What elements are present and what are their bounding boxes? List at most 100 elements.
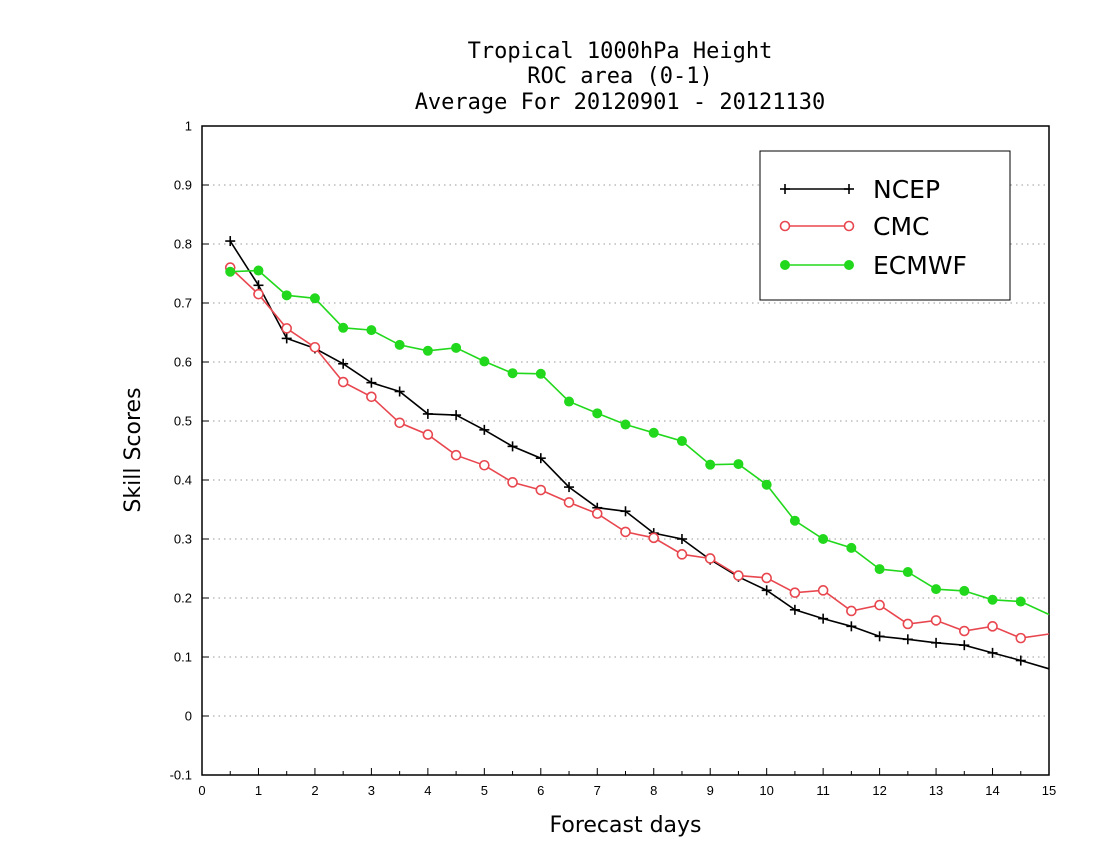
x-tick-label: 6 [537,783,544,798]
series-line-ncep [229,240,1050,670]
data-point-ncep [564,482,575,493]
data-point-cmc [337,376,349,388]
data-point-cmc [1015,632,1027,644]
y-tick-label: 0.6 [174,355,192,370]
x-tick-label: 14 [985,783,999,798]
legend-entry-cmc: CMC [779,212,929,241]
y-tick-label: 0.5 [174,414,192,429]
data-point-cmc [366,391,377,403]
y-tick-label: 0.4 [174,473,192,488]
legend: NCEP CMC ECMWF [759,150,1011,301]
x-tick-label: 8 [650,783,657,798]
data-point-ecmwf [309,293,320,304]
chart-title-line: Tropical 1000hPa Height [468,39,773,64]
y-axis-label: Skill Scores [121,387,146,512]
legend-label: ECMWF [873,251,967,280]
data-point-ecmwf [902,567,913,578]
x-tick-label: 0 [198,783,205,798]
x-tick-label: 12 [872,783,886,798]
data-point-ecmwf [422,345,433,356]
data-point-cmc [309,341,321,353]
data-point-cmc [620,526,631,538]
data-point-ncep [338,358,349,369]
data-point-cmc [733,570,744,581]
x-tick-label: 4 [424,783,431,798]
data-point-ecmwf [931,584,942,595]
data-point-ecmwf [874,564,885,575]
data-point-ncep [281,333,292,344]
data-point-ncep [846,621,857,632]
data-point-cmc [676,549,688,560]
data-point-ncep [902,634,913,645]
data-point-cmc [422,429,434,440]
data-point-ecmwf [761,479,772,490]
data-point-cmc [846,605,857,617]
data-point-ncep [761,585,772,596]
legend-marker [843,220,855,232]
y-tick-label: 0.8 [174,237,192,252]
x-tick-label: 3 [368,783,375,798]
data-point-cmc [394,417,405,429]
legend-entry-ncep: NCEP [780,175,940,204]
y-tick-label: 0.7 [174,296,192,311]
data-point-ecmwf [676,436,687,447]
data-point-ncep [225,236,236,247]
legend-entry-ecmwf: ECMWF [780,251,967,280]
x-tick-label: 13 [929,783,943,798]
data-point-ecmwf [705,459,716,470]
data-point-cmc [535,484,547,496]
data-point-ncep [253,280,264,291]
data-point-ncep [987,647,998,658]
data-point-ecmwf [253,265,264,276]
legend-label: NCEP [873,175,940,204]
x-axis-label: Forecast days [549,813,701,838]
data-point-cmc [507,477,518,488]
data-point-ecmwf [620,419,631,430]
data-point-ecmwf [818,534,829,544]
data-point-cmc [874,599,885,611]
data-point-cmc [450,449,462,461]
y-axis-ticks: -0.1 0 0.1 0.2 0.3 0.4 0.5 0.6 0.7 0.8 0.9 1 [170,119,209,783]
data-point-ncep [874,631,885,642]
data-point-cmc [591,508,603,519]
data-point-cmc [479,459,490,471]
x-tick-label: 15 [1042,783,1056,798]
data-point-ncep [676,534,687,544]
data-point-ecmwf [1015,596,1026,607]
x-tick-label: 9 [707,783,714,798]
data-point-ncep [789,604,800,615]
data-point-ecmwf [281,290,292,301]
data-point-ncep [507,441,518,452]
y-tick-label: 0.9 [174,178,192,193]
data-point-cmc [281,323,293,334]
data-point-cmc [704,553,716,564]
y-tick-label: 0.2 [174,591,192,606]
data-point-ecmwf [987,594,998,605]
data-point-ecmwf [225,266,236,277]
data-point-ecmwf [451,342,462,353]
x-tick-label: 5 [481,783,488,798]
data-point-ecmwf [959,585,970,596]
data-point-ecmwf [564,396,575,407]
data-point-ncep [818,613,829,624]
data-point-ncep [394,386,405,397]
x-tick-label: 11 [816,783,830,798]
data-point-cmc [563,497,575,508]
x-tick-label: 1 [255,783,262,798]
data-point-cmc [958,625,970,637]
legend-label: CMC [873,212,929,241]
y-tick-label: -0.1 [170,768,192,783]
legend-marker [844,184,854,194]
data-point-ecmwf [338,322,349,333]
data-point-ncep [959,640,970,651]
x-axis-ticks: 0 1 2 3 4 5 6 7 8 9 10 11 12 13 14 15 [198,768,1056,798]
legend-marker [844,260,854,270]
legend-marker [779,220,791,232]
data-point-ecmwf [479,356,490,367]
data-point-cmc [789,587,801,598]
data-point-ecmwf [507,368,518,379]
data-point-ncep [422,408,433,419]
legend-marker [780,260,790,270]
